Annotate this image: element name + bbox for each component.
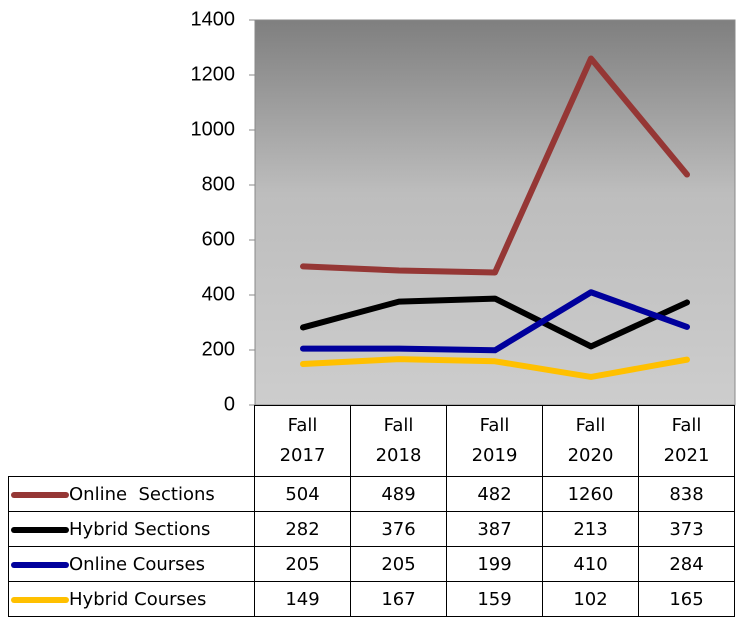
value-cell: 482 bbox=[446, 476, 543, 512]
legend-label: Online Sections bbox=[69, 483, 215, 505]
category-cell: Fall 2021 bbox=[638, 405, 735, 477]
value-cell: 410 bbox=[542, 546, 639, 582]
plot-area bbox=[254, 19, 736, 406]
legend-label: Online Courses bbox=[69, 553, 206, 575]
x-tick-label: Fall 2020 bbox=[567, 415, 614, 466]
value-cell: 282 bbox=[254, 511, 351, 547]
value-cell: 284 bbox=[638, 546, 735, 582]
header-row: Fall 2017 Fall 2018 Fall 2019 Fall 2020 Fall… bbox=[9, 405, 735, 477]
category-cell: Fall 2017 bbox=[254, 405, 351, 477]
value-cell: 838 bbox=[638, 476, 735, 512]
blank-cell bbox=[9, 406, 255, 477]
value-cell: 167 bbox=[350, 581, 447, 617]
category-cell: Fall 2019 bbox=[446, 405, 543, 477]
y-tick-label: 800 bbox=[202, 173, 235, 195]
legend-swatch bbox=[11, 491, 69, 498]
y-tick-label: 1000 bbox=[191, 118, 236, 140]
value-cell: 213 bbox=[542, 511, 639, 547]
series-line bbox=[300, 356, 690, 380]
legend-swatch bbox=[11, 526, 69, 533]
category-cell: Fall 2018 bbox=[350, 405, 447, 477]
data-row: Online Sections 504 489 482 1260 838 bbox=[8, 476, 735, 512]
value-cell: 1260 bbox=[542, 476, 639, 512]
data-row: Hybrid Sections 282 376 387 213 373 bbox=[8, 511, 735, 547]
value-cell: 489 bbox=[350, 476, 447, 512]
legend-cell: Online Sections bbox=[8, 476, 255, 512]
legend-swatch bbox=[11, 596, 69, 603]
x-tick-label: Fall 2021 bbox=[663, 415, 710, 466]
legend-cell: Hybrid Courses bbox=[8, 581, 255, 617]
data-row: Online Courses 205 205 199 410 284 bbox=[8, 546, 735, 582]
x-tick-label: Fall 2019 bbox=[471, 415, 518, 466]
value-cell: 504 bbox=[254, 476, 351, 512]
value-cell: 373 bbox=[638, 511, 735, 547]
y-tick-label: 400 bbox=[202, 283, 235, 305]
x-tick-label: Fall 2018 bbox=[375, 415, 422, 466]
value-cell: 165 bbox=[638, 581, 735, 617]
data-table: Fall 2017 Fall 2018 Fall 2019 Fall 2020 Fall… bbox=[8, 405, 735, 617]
legend-label: Hybrid Sections bbox=[69, 518, 211, 540]
y-tick-label: 600 bbox=[202, 228, 235, 250]
legend-label: Hybrid Courses bbox=[69, 588, 207, 610]
value-cell: 102 bbox=[542, 581, 639, 617]
data-row: Hybrid Courses 149 167 159 102 165 bbox=[8, 581, 735, 617]
x-tick-label: Fall 2017 bbox=[279, 415, 326, 466]
series-line bbox=[300, 295, 690, 350]
value-cell: 205 bbox=[350, 546, 447, 582]
value-cell: 149 bbox=[254, 581, 351, 617]
legend-swatch bbox=[11, 561, 69, 568]
value-cell: 387 bbox=[446, 511, 543, 547]
y-tick-label: 200 bbox=[202, 338, 235, 360]
category-cell: Fall 2020 bbox=[542, 405, 639, 477]
value-cell: 159 bbox=[446, 581, 543, 617]
y-tick-label: 0 bbox=[224, 393, 235, 415]
value-cell: 205 bbox=[254, 546, 351, 582]
value-cell: 199 bbox=[446, 546, 543, 582]
y-tick-label: 1400 bbox=[191, 8, 236, 30]
legend-cell: Hybrid Sections bbox=[8, 511, 255, 547]
y-tick-label: 1200 bbox=[191, 63, 236, 85]
value-cell: 376 bbox=[350, 511, 447, 547]
legend-cell: Online Courses bbox=[8, 546, 255, 582]
series-line bbox=[300, 289, 690, 354]
series-line bbox=[300, 55, 690, 276]
